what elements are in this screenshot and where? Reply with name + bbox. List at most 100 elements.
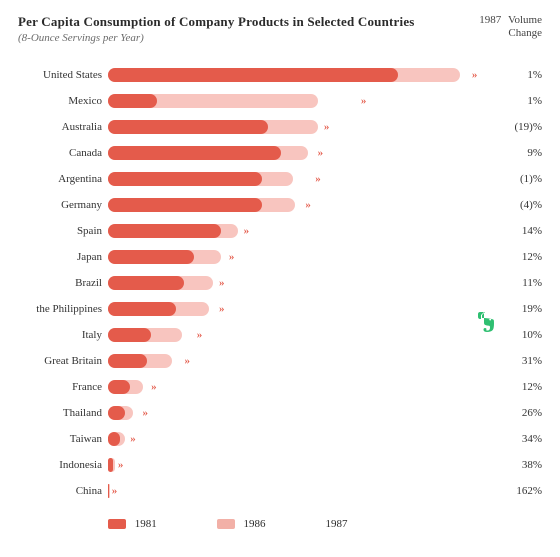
chart-row: China » 162% (18, 478, 542, 504)
bar-1981 (108, 224, 221, 238)
bar-track: » (108, 250, 486, 264)
country-label: Germany (18, 199, 108, 211)
legend-item-1981: 1981 (108, 518, 157, 530)
country-label: France (18, 381, 108, 393)
chart-row: Argentina»(1)% (18, 166, 542, 192)
country-label: China (18, 485, 108, 497)
marker-1987: » (305, 199, 311, 211)
marker-1987: » (197, 329, 203, 341)
volume-change-value: 31% (486, 355, 542, 367)
volume-change-value: 11% (486, 277, 542, 289)
country-label: Australia (18, 121, 108, 133)
chart-row: the Philippines»19% (18, 296, 542, 322)
bar-chart: United States»1%Mexico»1%Australia»(19)%… (18, 62, 542, 504)
bar-track: » (108, 380, 486, 394)
bar-track: » (108, 172, 486, 186)
marker-1987: » (143, 407, 149, 419)
vol-change: Volume Change (508, 14, 542, 39)
volume-change-value: 12% (486, 381, 542, 393)
chart-row: Great Britain » 31% (18, 348, 542, 374)
legend-item-1987: 1987 (326, 518, 348, 530)
bar-track: » (108, 406, 486, 420)
country-label: Argentina (18, 173, 108, 185)
country-label: Spain (18, 225, 108, 237)
bar-1981 (108, 146, 281, 160)
bar-1981 (108, 354, 147, 368)
chart-row: Spain » 14% (18, 218, 542, 244)
evernote-icon (474, 310, 498, 334)
marker-1987: » (219, 277, 225, 289)
chart-row: Mexico»1% (18, 88, 542, 114)
volume-change-value: (4)% (486, 199, 542, 211)
volume-change-value: 34% (486, 433, 542, 445)
marker-1987: » (151, 381, 157, 393)
marker-1987: » (219, 303, 225, 315)
bar-1981 (108, 458, 113, 472)
country-label: Brazil (18, 277, 108, 289)
legend-label: 1987 (326, 518, 348, 530)
chart-title: Per Capita Consumption of Company Produc… (18, 14, 464, 30)
bar-track: » (108, 198, 486, 212)
volume-change-header: 1987 Volume Change (472, 14, 542, 40)
country-label: Indonesia (18, 459, 108, 471)
chart-row: Indonesia » 38% (18, 452, 542, 478)
chart-row: France » 12% (18, 374, 542, 400)
marker-1987: » (118, 459, 124, 471)
volume-change-value: 162% (486, 485, 542, 497)
marker-1987: » (184, 355, 190, 367)
bar-1981 (108, 276, 184, 290)
vol-year: 1987 (479, 14, 501, 26)
bar-1981 (108, 328, 151, 342)
country-label: Japan (18, 251, 108, 263)
marker-1987: » (229, 251, 235, 263)
bar-track: » (108, 94, 486, 108)
bar-track: » (108, 302, 486, 316)
chart-subtitle: (8-Ounce Servings per Year) (18, 32, 464, 44)
country-label: Canada (18, 147, 108, 159)
chart-row: Brazil » 11% (18, 270, 542, 296)
chart-row: Australia»(19)% (18, 114, 542, 140)
bar-1981 (108, 432, 120, 446)
bar-1981 (108, 380, 130, 394)
country-label: United States (18, 69, 108, 81)
chart-row: Canada»9% (18, 140, 542, 166)
country-label: the Philippines (18, 303, 108, 315)
volume-change-value: 12% (486, 251, 542, 263)
country-label: Thailand (18, 407, 108, 419)
legend-label: 1986 (244, 518, 266, 530)
marker-1987: » (244, 225, 250, 237)
legend-item-1986: 1986 (217, 518, 266, 530)
bar-track: » (108, 458, 486, 472)
marker-1987: » (324, 121, 330, 133)
bar-track: » (108, 224, 486, 238)
bar-1981 (108, 94, 157, 108)
volume-change-value: 1% (486, 95, 542, 107)
legend: 1981 1986 1987 (108, 518, 542, 530)
bar-1981 (108, 302, 176, 316)
bar-track: » (108, 484, 486, 498)
bar-1981 (108, 406, 125, 420)
bar-1981 (108, 172, 262, 186)
title-block: Per Capita Consumption of Company Produc… (18, 14, 464, 44)
chart-row: Thailand » 26% (18, 400, 542, 426)
bar-1981 (108, 198, 262, 212)
bar-track: » (108, 276, 486, 290)
chart-row: Germany » (4)% (18, 192, 542, 218)
bar-1981 (108, 68, 398, 82)
marker-1987: » (472, 69, 478, 81)
country-label: Great Britain (18, 355, 108, 367)
volume-change-value: (1)% (486, 173, 542, 185)
chart-row: Taiwan»34% (18, 426, 542, 452)
volume-change-value: 26% (486, 407, 542, 419)
chart-row: Japan » 12% (18, 244, 542, 270)
country-label: Italy (18, 329, 108, 341)
marker-1987: » (112, 485, 118, 497)
country-label: Taiwan (18, 433, 108, 445)
bar-track: » (108, 328, 486, 342)
marker-1987: » (361, 95, 367, 107)
volume-change-value: 38% (486, 459, 542, 471)
bar-1981 (108, 250, 194, 264)
volume-change-value: 9% (486, 147, 542, 159)
volume-change-value: 14% (486, 225, 542, 237)
bar-track: » (108, 120, 486, 134)
